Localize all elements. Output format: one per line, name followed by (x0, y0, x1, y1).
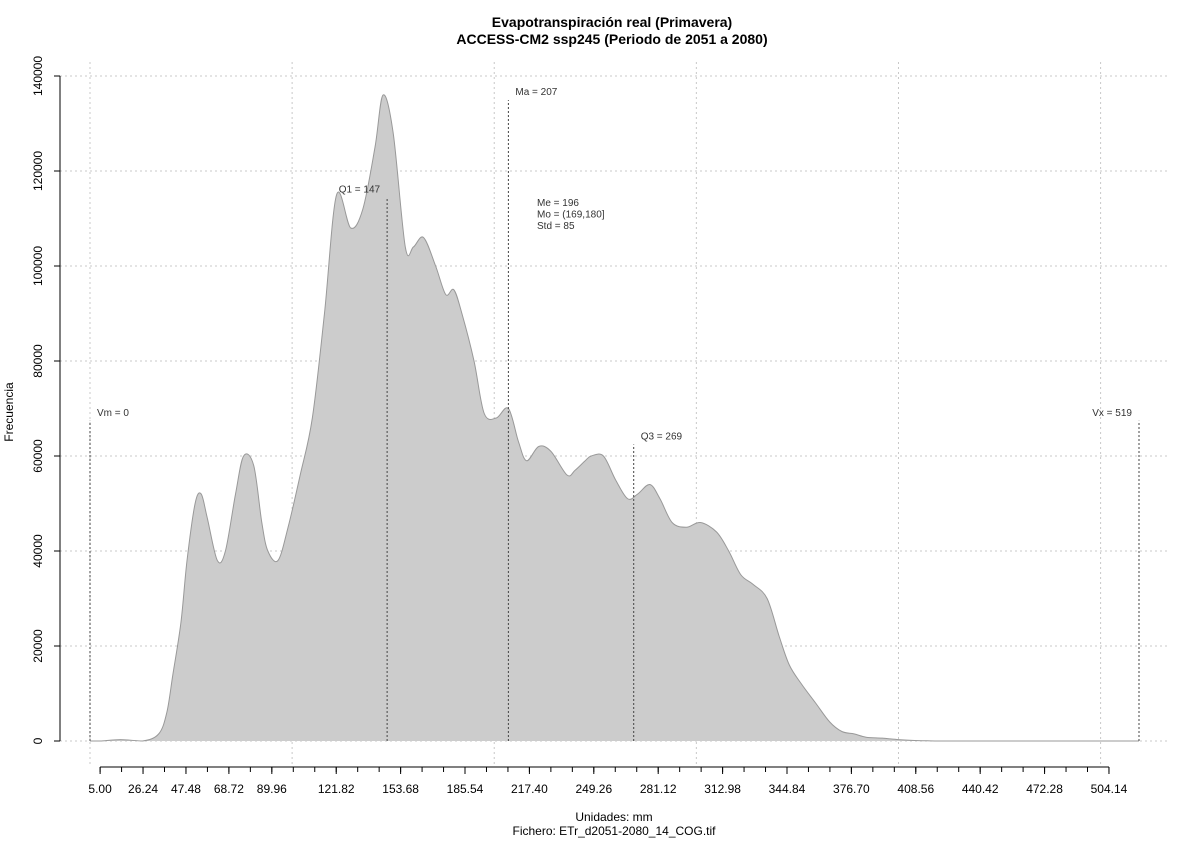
y-tick-label-1: 20000 (31, 629, 45, 663)
x-tick-label-3: 68.72 (214, 782, 244, 796)
x-tick-label-2: 47.48 (171, 782, 201, 796)
y-tick-label-2: 40000 (31, 534, 45, 568)
stat-label-vm: Vm = 0 (97, 408, 129, 419)
x-tick-label-4: 89.96 (257, 782, 287, 796)
y-axis-label: Frecuencia (2, 382, 16, 442)
density-area (90, 94, 1139, 742)
chart-subtitle: ACCESS-CM2 ssp245 (Periodo de 2051 a 208… (456, 31, 767, 47)
footer-file-label: Fichero: ETr_d2051-2080_14_COG.tif (513, 824, 717, 838)
stat-label-q3: Q3 = 269 (641, 432, 683, 443)
x-tick-label-10: 281.12 (640, 782, 677, 796)
x-tick-label-9: 249.26 (575, 782, 612, 796)
stats-box-line-0: Me = 196 (537, 198, 579, 209)
statistic-markers: Vm = 0 Q1 = 147 Ma = 207 Q3 = 269 Vx = 519 (89, 87, 1140, 741)
stat-label-vx: Vx = 519 (1092, 408, 1132, 419)
stat-label-ma: Ma = 207 (515, 87, 557, 98)
x-tick-label-0: 5.00 (88, 782, 112, 796)
y-tick-label-7: 140000 (31, 56, 45, 96)
x-tick-label-15: 440.42 (962, 782, 999, 796)
x-tick-label-14: 408.56 (897, 782, 934, 796)
stats-box-line-1: Mo = (169,180] (537, 210, 605, 221)
x-tick-label-7: 185.54 (447, 782, 484, 796)
x-tick-label-8: 217.40 (511, 782, 548, 796)
density-fill (90, 94, 1139, 741)
stats-box-line-2: Std = 85 (537, 221, 575, 232)
stat-label-q1: Q1 = 147 (339, 185, 381, 196)
y-tick-label-0: 0 (31, 737, 45, 744)
x-tick-label-12: 344.84 (769, 782, 806, 796)
x-tick-label-6: 153.68 (382, 782, 419, 796)
axes: 0 20000 40000 60000 80000 100000 120000 140000 5… (31, 56, 1128, 796)
x-tick-label-13: 376.70 (833, 782, 870, 796)
chart-title: Evapotranspiración real (Primavera) (492, 14, 732, 30)
x-tick-label-5: 121.82 (318, 782, 355, 796)
y-tick-label-4: 80000 (31, 344, 45, 378)
y-tick-label-6: 120000 (31, 151, 45, 191)
x-tick-label-16: 472.28 (1026, 782, 1063, 796)
x-tick-label-1: 26.24 (128, 782, 158, 796)
x-axis-label: Unidades: mm (575, 810, 652, 824)
density-outline (90, 94, 1139, 742)
x-tick-label-11: 312.98 (704, 782, 741, 796)
x-tick-label-17: 504.14 (1091, 782, 1128, 796)
y-tick-label-3: 60000 (31, 439, 45, 473)
y-tick-label-5: 100000 (31, 246, 45, 286)
